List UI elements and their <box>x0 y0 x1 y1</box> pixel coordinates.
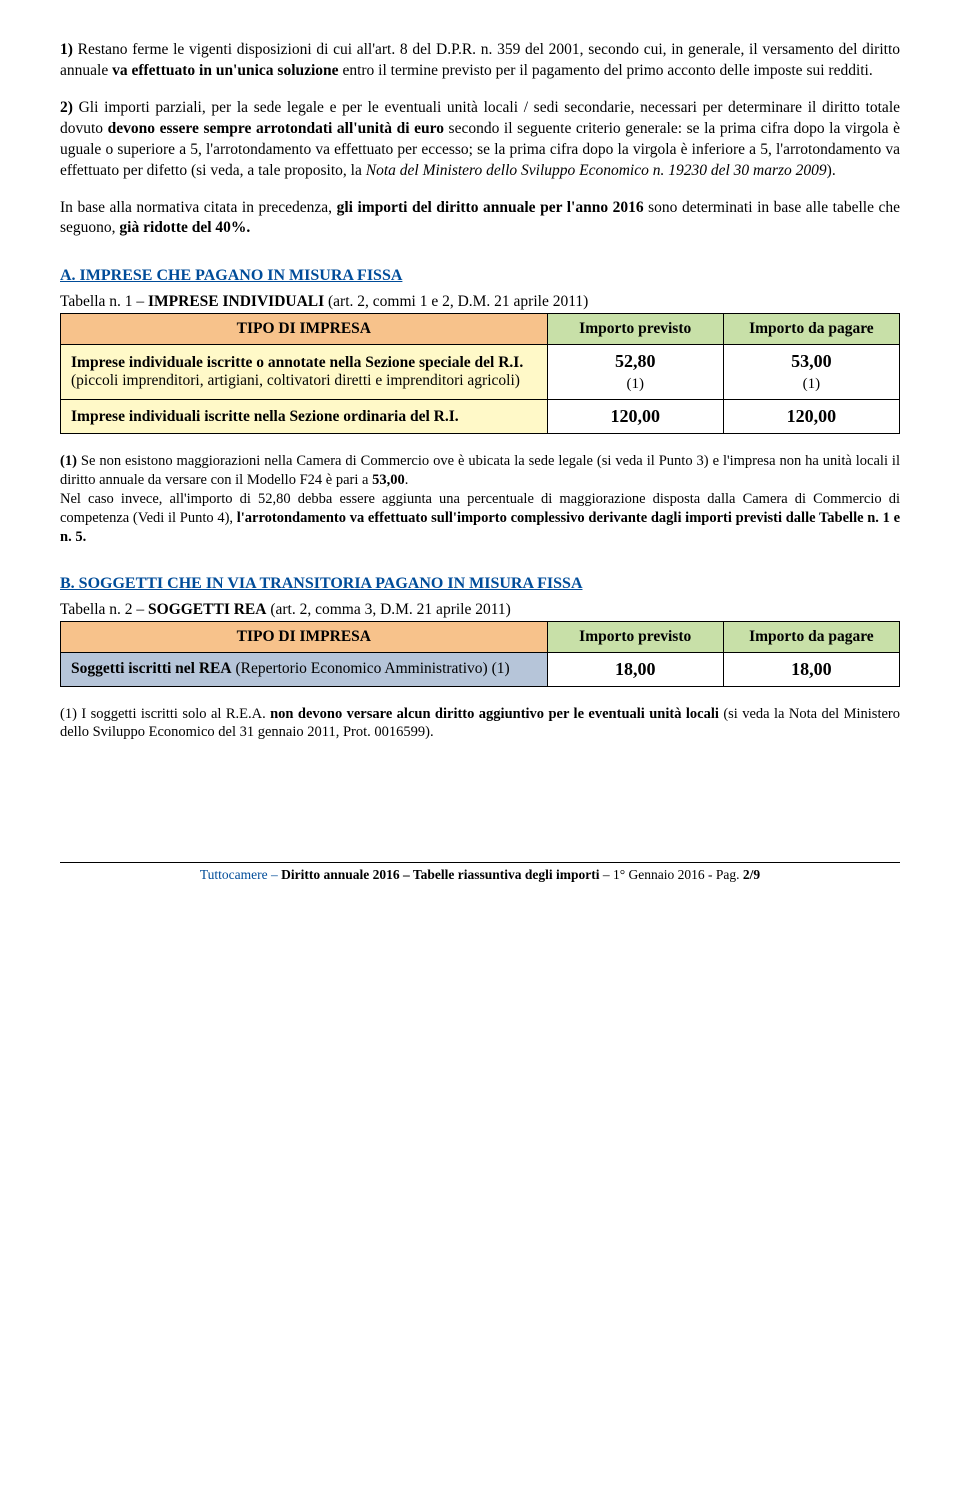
table-b-h2: Importo previsto <box>547 621 723 652</box>
noteB-a: (1) <box>60 706 81 722</box>
noteB-c: non devono versare alcun diritto aggiunt… <box>270 706 719 722</box>
tabA-r1v1: 52,80 <box>615 351 656 371</box>
tabA-cap-a: Tabella n. 1 – <box>60 293 148 310</box>
table-a-r2c3: 120,00 <box>723 400 899 434</box>
tabB-r1a: Soggetti iscritti nel REA <box>71 660 232 677</box>
table-b-header-row: TIPO DI IMPRESA Importo previsto Importo… <box>61 621 900 652</box>
noteB-b: I soggetti iscritti solo al R.E.A. <box>81 706 270 722</box>
footer-rule <box>60 862 900 863</box>
noteA-d: . <box>405 472 409 488</box>
tabB-cap-c: (art. 2, comma 3, D.M. 21 aprile 2011) <box>266 601 510 618</box>
footer-text: Tuttocamere – Diritto annuale 2016 – Tab… <box>60 867 900 883</box>
table-b-h3: Importo da pagare <box>723 621 899 652</box>
p2-num: 2) <box>60 99 73 116</box>
tabB-cap-b: SOGGETTI REA <box>148 601 266 618</box>
paragraph-3: In base alla normativa citata in precede… <box>60 198 900 240</box>
footer-a: Tuttocamere – <box>200 867 281 882</box>
tabB-cap-a: Tabella n. 2 – <box>60 601 148 618</box>
tabA-r1v2: 53,00 <box>791 351 832 371</box>
footer: Tuttocamere – Diritto annuale 2016 – Tab… <box>60 862 900 883</box>
table-a-header-row: TIPO DI IMPRESA Importo previsto Importo… <box>61 314 900 345</box>
table-b-caption: Tabella n. 2 – SOGGETTI REA (art. 2, com… <box>60 601 900 619</box>
tabB-r1b: (Repertorio Economico Amministrativo) (1… <box>232 660 510 677</box>
table-a-r1c3: 53,00 (1) <box>723 345 899 400</box>
p2-t5: ). <box>827 162 836 179</box>
paragraph-2: 2) Gli importi parziali, per la sede leg… <box>60 98 900 182</box>
table-a-h2: Importo previsto <box>547 314 723 345</box>
footer-b: Diritto annuale 2016 – Tabelle riassunti… <box>281 867 599 882</box>
table-b: TIPO DI IMPRESA Importo previsto Importo… <box>60 621 900 687</box>
tabA-r2a: Imprese individuali iscritte nella Sezio… <box>71 408 459 425</box>
tabA-r1v1s: (1) <box>626 376 644 392</box>
footnote-a: (1) Se non esistono maggiorazioni nella … <box>60 452 900 546</box>
p1-t3: entro il termine previsto per il pagamen… <box>339 62 873 79</box>
p1-num: 1) <box>60 41 73 58</box>
noteA-b: Se non esistono maggiorazioni nella Came… <box>60 453 900 488</box>
table-a-h1: TIPO DI IMPRESA <box>61 314 548 345</box>
table-a-r1c1: Imprese individuale iscritte o annotate … <box>61 345 548 400</box>
noteA-a: (1) <box>60 453 77 469</box>
table-a: TIPO DI IMPRESA Importo previsto Importo… <box>60 313 900 434</box>
p2-t2: devono essere sempre arrotondati all'uni… <box>108 120 444 137</box>
tabA-cap-b: IMPRESE INDIVIDUALI <box>148 293 324 310</box>
table-a-caption: Tabella n. 1 – IMPRESE INDIVIDUALI (art.… <box>60 293 900 311</box>
p1-t2: va effettuato in un'unica soluzione <box>112 62 338 79</box>
p3-t2: gli importi del diritto annuale per l'an… <box>337 199 644 216</box>
table-b-r1c2: 18,00 <box>547 652 723 686</box>
p2-t4: Nota del Ministero dello Sviluppo Econom… <box>366 162 827 179</box>
page: 1) Restano ferme le vigenti disposizioni… <box>0 0 960 913</box>
table-b-r1c3: 18,00 <box>723 652 899 686</box>
table-a-r2c1: Imprese individuali iscritte nella Sezio… <box>61 400 548 434</box>
footnote-b: (1) I soggetti iscritti solo al R.E.A. n… <box>60 705 900 743</box>
table-b-r1c1: Soggetti iscritti nel REA (Repertorio Ec… <box>61 652 548 686</box>
tabA-cap-c: (art. 2, commi 1 e 2, D.M. 21 aprile 201… <box>324 293 588 310</box>
footer-d: 2/9 <box>743 867 760 882</box>
paragraph-1: 1) Restano ferme le vigenti disposizioni… <box>60 40 900 82</box>
section-a-heading: A. IMPRESE CHE PAGANO IN MISURA FISSA <box>60 267 900 285</box>
table-a-r1c2: 52,80 (1) <box>547 345 723 400</box>
table-b-h1: TIPO DI IMPRESA <box>61 621 548 652</box>
table-a-row-1: Imprese individuale iscritte o annotate … <box>61 345 900 400</box>
table-b-row-1: Soggetti iscritti nel REA (Repertorio Ec… <box>61 652 900 686</box>
p3-t4: già ridotte del 40%. <box>119 219 250 236</box>
tabA-r1b: (piccoli imprenditori, artigiani, coltiv… <box>71 372 520 389</box>
table-a-r2c2: 120,00 <box>547 400 723 434</box>
table-a-row-2: Imprese individuali iscritte nella Sezio… <box>61 400 900 434</box>
footer-c: – 1° Gennaio 2016 - Pag. <box>600 867 743 882</box>
noteA-c: 53,00 <box>372 472 405 488</box>
p3-t1: In base alla normativa citata in precede… <box>60 199 337 216</box>
section-b-heading: B. SOGGETTI CHE IN VIA TRANSITORIA PAGAN… <box>60 575 900 593</box>
tabA-r1v2s: (1) <box>803 376 821 392</box>
tabA-r1a: Imprese individuale iscritte o annotate … <box>71 354 523 371</box>
table-a-h3: Importo da pagare <box>723 314 899 345</box>
